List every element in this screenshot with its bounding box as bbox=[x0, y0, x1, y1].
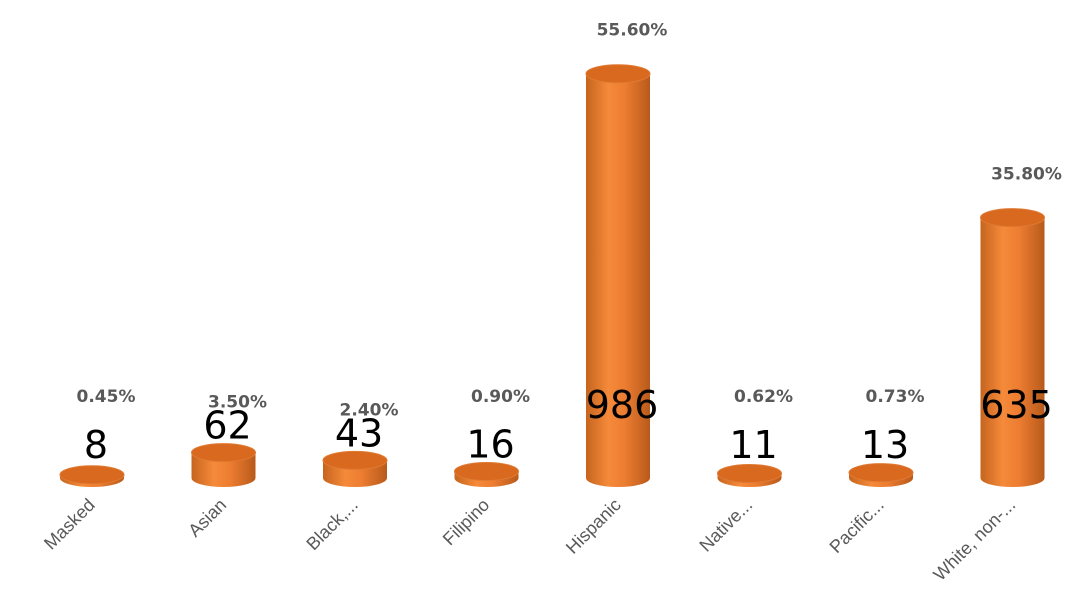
value-label: 16 bbox=[466, 422, 514, 466]
bar-body bbox=[586, 73, 650, 488]
bar-top bbox=[848, 463, 914, 483]
bar bbox=[322, 450, 388, 487]
bar-top bbox=[59, 465, 125, 485]
bar-top bbox=[454, 461, 519, 481]
value-label: 11 bbox=[729, 423, 777, 467]
bar bbox=[980, 208, 1045, 487]
category-label: Masked bbox=[40, 495, 99, 554]
category-label: White, non-... bbox=[929, 495, 1019, 585]
bar-top bbox=[585, 64, 651, 84]
percent-label: 55.60% bbox=[597, 21, 668, 41]
bar-body bbox=[980, 217, 1045, 487]
bar bbox=[717, 463, 782, 487]
category-label: Filipino bbox=[439, 495, 493, 549]
percent-label: 2.40% bbox=[340, 400, 399, 420]
percent-label: 0.62% bbox=[734, 387, 793, 407]
percent-label: 35.80% bbox=[991, 165, 1062, 185]
value-label: 986 bbox=[586, 383, 659, 427]
percent-label: 0.73% bbox=[866, 387, 925, 407]
percent-label: 0.90% bbox=[471, 387, 530, 407]
bar-top bbox=[717, 463, 782, 483]
bar-body bbox=[191, 452, 256, 487]
category-label: Pacific... bbox=[826, 495, 888, 557]
category-label: Hispanic bbox=[562, 495, 625, 558]
bar-top bbox=[191, 443, 256, 463]
value-label: 635 bbox=[980, 383, 1053, 427]
category-label: Native... bbox=[695, 495, 756, 556]
category-label: Black,... bbox=[302, 495, 361, 554]
value-label: 43 bbox=[335, 411, 383, 455]
bar bbox=[191, 443, 256, 487]
bars-group bbox=[59, 64, 1045, 488]
value-label: 13 bbox=[861, 423, 909, 467]
value-label: 62 bbox=[203, 404, 251, 448]
percent-label: 0.45% bbox=[77, 387, 136, 407]
labels-group: 8 0.45% Masked 623.50% Asian 432.40% Black,...… bbox=[40, 21, 1062, 585]
bar-top bbox=[980, 208, 1045, 228]
bar-top bbox=[322, 450, 388, 470]
value-label: 8 bbox=[84, 423, 108, 467]
bar bbox=[848, 463, 914, 487]
percent-label: 3.50% bbox=[208, 393, 267, 413]
bar bbox=[454, 461, 519, 487]
bar bbox=[585, 64, 651, 488]
category-label: Asian bbox=[184, 495, 230, 541]
bar bbox=[59, 465, 125, 487]
